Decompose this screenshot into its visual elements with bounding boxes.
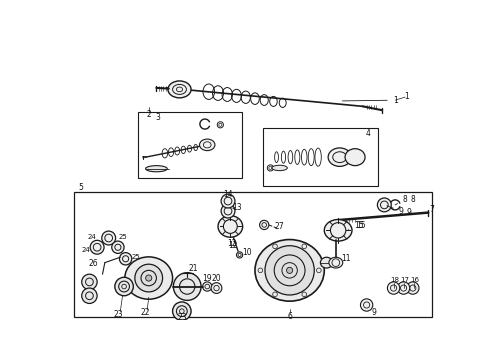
Circle shape <box>172 302 191 320</box>
Text: 5: 5 <box>78 184 83 193</box>
Ellipse shape <box>272 165 287 171</box>
Circle shape <box>260 220 269 230</box>
Circle shape <box>221 204 235 218</box>
Text: 9: 9 <box>372 308 377 317</box>
Circle shape <box>146 275 152 281</box>
Ellipse shape <box>168 81 191 98</box>
Text: 4: 4 <box>366 129 370 138</box>
Ellipse shape <box>125 257 172 299</box>
Text: 9: 9 <box>387 206 404 216</box>
Text: 15: 15 <box>356 221 366 230</box>
Circle shape <box>265 246 314 295</box>
Text: 8: 8 <box>395 195 408 205</box>
Text: 9: 9 <box>407 208 412 217</box>
Text: 19: 19 <box>202 274 212 283</box>
Circle shape <box>115 277 133 296</box>
Bar <box>138 112 242 178</box>
Circle shape <box>82 288 97 303</box>
Text: 23: 23 <box>113 310 122 319</box>
Text: 14: 14 <box>223 190 233 199</box>
Text: 20: 20 <box>212 274 221 283</box>
Text: 21: 21 <box>189 264 198 273</box>
Text: 24: 24 <box>87 234 96 240</box>
Text: 16: 16 <box>410 277 419 283</box>
Text: 13: 13 <box>232 203 242 212</box>
Circle shape <box>173 273 201 300</box>
Bar <box>263 128 378 186</box>
Circle shape <box>102 231 116 245</box>
Text: 12: 12 <box>229 241 238 250</box>
Text: 1: 1 <box>343 96 397 105</box>
Ellipse shape <box>255 239 324 301</box>
Text: 6: 6 <box>287 312 292 321</box>
Text: 25: 25 <box>131 254 140 260</box>
Circle shape <box>82 274 97 289</box>
Ellipse shape <box>345 149 365 166</box>
Ellipse shape <box>329 257 343 268</box>
Circle shape <box>135 264 163 292</box>
Ellipse shape <box>324 220 352 241</box>
Circle shape <box>388 282 400 294</box>
Bar <box>74 192 432 316</box>
Text: 3: 3 <box>156 113 161 122</box>
Circle shape <box>361 299 373 311</box>
Text: 2: 2 <box>147 110 151 119</box>
Circle shape <box>112 241 124 253</box>
Text: 27: 27 <box>275 222 284 231</box>
Ellipse shape <box>218 216 243 237</box>
Text: 26: 26 <box>89 259 98 268</box>
Text: 22: 22 <box>141 308 150 317</box>
Circle shape <box>397 282 410 294</box>
Text: 8: 8 <box>411 195 415 204</box>
Text: 1: 1 <box>404 92 409 101</box>
Text: 11: 11 <box>341 254 350 263</box>
Text: 18: 18 <box>391 277 400 283</box>
Ellipse shape <box>320 257 333 268</box>
Circle shape <box>203 282 212 291</box>
Text: 17: 17 <box>400 277 409 283</box>
Circle shape <box>377 198 392 212</box>
Text: 15: 15 <box>348 221 364 230</box>
Circle shape <box>287 267 293 274</box>
Circle shape <box>90 240 104 254</box>
Text: 24: 24 <box>81 247 90 253</box>
Text: 7: 7 <box>430 205 435 214</box>
Ellipse shape <box>199 139 215 150</box>
Text: 25: 25 <box>118 234 127 240</box>
Text: 10: 10 <box>243 248 252 257</box>
Circle shape <box>120 253 132 265</box>
Ellipse shape <box>146 166 167 172</box>
Circle shape <box>221 194 235 208</box>
Text: 23: 23 <box>177 313 187 322</box>
Circle shape <box>407 282 419 294</box>
Text: 12: 12 <box>227 236 237 248</box>
Ellipse shape <box>328 148 351 166</box>
Circle shape <box>211 283 222 293</box>
